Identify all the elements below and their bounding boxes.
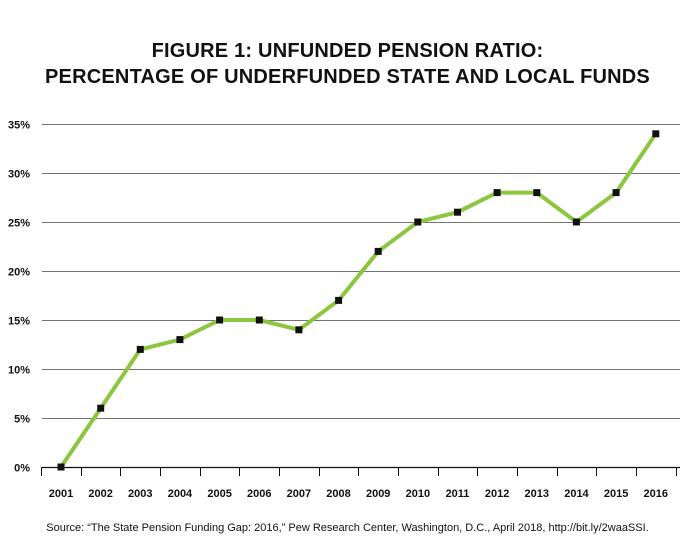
data-point — [612, 189, 620, 197]
x-axis-tick-labels: 2001 2002 2003 2004 2005 2006 2007 2008 2009 2010… — [49, 488, 668, 500]
data-point — [255, 316, 263, 324]
x-tick-label: 2014 — [564, 488, 589, 500]
x-tick-label: 2015 — [604, 488, 628, 500]
grid-lines — [41, 124, 680, 476]
data-point — [136, 345, 144, 353]
x-tick-label: 2011 — [446, 488, 470, 500]
x-tick-label: 2013 — [525, 488, 549, 500]
data-point — [176, 336, 184, 344]
data-point-markers — [57, 130, 660, 471]
x-tick-label: 2001 — [49, 488, 73, 500]
y-tick-label: 5% — [14, 414, 30, 426]
y-tick-label: 0% — [14, 463, 30, 475]
source-note: Source: “The State Pension Funding Gap: … — [46, 522, 649, 534]
y-tick-label: 30% — [8, 169, 30, 181]
x-tick-label: 2012 — [485, 488, 509, 500]
chart-subtitle: PERCENTAGE OF UNDERFUNDED STATE AND LOCA… — [45, 66, 650, 88]
y-tick-label: 35% — [8, 120, 30, 132]
data-point — [295, 326, 303, 334]
y-tick-label: 25% — [8, 218, 30, 230]
x-tick-label: 2016 — [644, 488, 668, 500]
x-tick-label: 2005 — [207, 488, 231, 500]
chart-title: FIGURE 1: UNFUNDED PENSION RATIO: — [151, 40, 544, 62]
x-tick-label: 2008 — [326, 488, 350, 500]
data-point — [335, 296, 343, 304]
x-tick-label: 2002 — [88, 488, 112, 500]
data-point — [57, 463, 65, 471]
series-line-layer — [59, 131, 658, 469]
x-tick-label: 2010 — [406, 488, 430, 500]
data-point — [414, 218, 422, 226]
data-point — [97, 404, 105, 412]
x-tick-label: 2009 — [366, 488, 390, 500]
x-tick-label: 2004 — [168, 488, 193, 500]
x-tick-label: 2007 — [287, 488, 311, 500]
data-point — [454, 208, 461, 216]
data-point — [216, 316, 224, 324]
chart-title-block: FIGURE 1: UNFUNDED PENSION RATIO: PERCEN… — [0, 38, 695, 90]
data-point — [572, 218, 580, 226]
data-point — [652, 130, 660, 138]
x-tick-label: 2006 — [247, 488, 271, 500]
y-tick-label: 20% — [8, 267, 30, 279]
y-tick-label: 10% — [8, 365, 30, 377]
data-point — [374, 247, 382, 255]
x-tick-label: 2003 — [128, 488, 152, 500]
data-point — [533, 189, 541, 197]
data-point — [493, 189, 501, 197]
y-tick-label: 15% — [8, 316, 30, 328]
series-line — [59, 131, 658, 469]
y-axis-tick-labels: 0% 5% 10% 15% 20% 25% 30% 35% — [8, 120, 30, 475]
